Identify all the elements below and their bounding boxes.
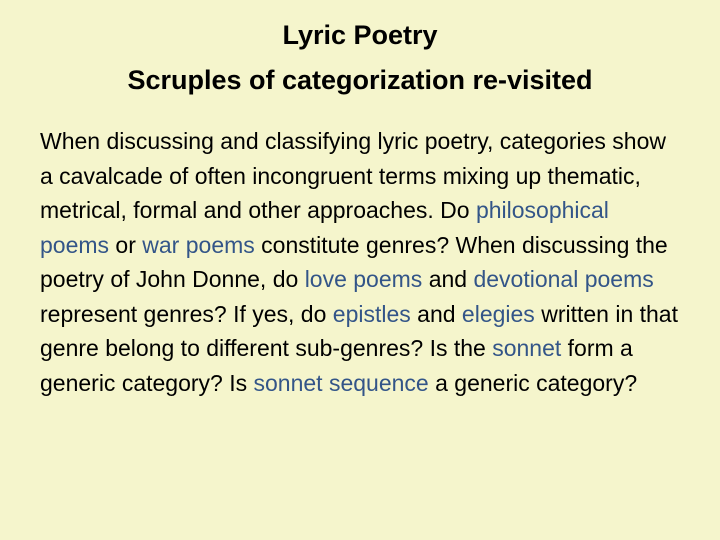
term-epistles: epistles xyxy=(333,301,411,327)
term-sonnet: sonnet xyxy=(492,335,561,361)
slide-body: When discussing and classifying lyric po… xyxy=(40,124,680,400)
term-war-poems: war poems xyxy=(142,232,254,258)
body-text-4: and xyxy=(422,266,473,292)
body-text-6: and xyxy=(411,301,462,327)
body-text-2: or xyxy=(109,232,142,258)
body-text-9: a generic category? xyxy=(429,370,637,396)
term-sonnet-sequence: sonnet sequence xyxy=(254,370,429,396)
term-elegies: elegies xyxy=(462,301,535,327)
term-devotional-poems: devotional poems xyxy=(473,266,653,292)
term-love-poems: love poems xyxy=(305,266,423,292)
body-text-5: represent genres? If yes, do xyxy=(40,301,333,327)
slide-title: Lyric Poetry xyxy=(40,20,680,51)
slide-subtitle: Scruples of categorization re-visited xyxy=(40,65,680,96)
